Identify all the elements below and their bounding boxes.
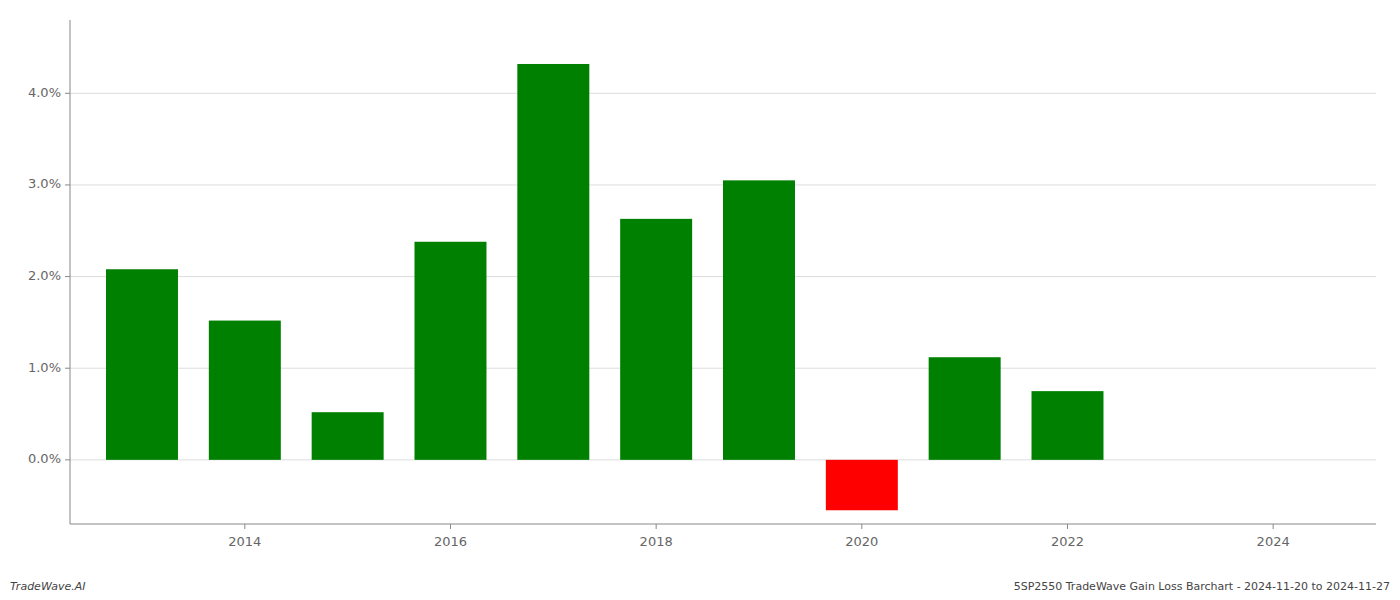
bar: [414, 242, 486, 460]
grid: [70, 93, 1376, 460]
bar: [106, 269, 178, 460]
x-tick: [450, 524, 451, 529]
bar: [312, 412, 384, 460]
x-tick-label: 2022: [1051, 534, 1084, 549]
x-tick: [244, 524, 245, 529]
bar: [209, 321, 281, 460]
y-tick-label: 1.0%: [28, 360, 61, 375]
y-tick-label: 0.0%: [28, 451, 61, 466]
chart: 0.0% 1.0% 2.0% 3.0% 4.0% 2014 2016 2018 2020 2022…: [0, 0, 1400, 600]
bar: [620, 219, 692, 460]
bar: [1032, 391, 1104, 460]
bar: [1134, 459, 1206, 460]
x-tick: [1273, 524, 1274, 529]
bar: [723, 180, 795, 459]
footer-right: 5SP2550 TradeWave Gain Loss Barchart - 2…: [1014, 580, 1390, 593]
footer-left: TradeWave.AI: [10, 580, 85, 593]
grid-line: [70, 93, 1376, 94]
y-tick: [65, 368, 70, 369]
x-tick-label: 2024: [1257, 534, 1290, 549]
y-tick: [65, 276, 70, 277]
x-axis-line: [70, 524, 1376, 525]
bar: [517, 64, 589, 460]
x-tick-label: 2020: [845, 534, 878, 549]
y-tick: [65, 459, 70, 460]
x-tick: [861, 524, 862, 529]
y-tick: [65, 93, 70, 94]
y-tick-label: 2.0%: [28, 268, 61, 283]
y-axis-line: [70, 20, 71, 524]
x-tick: [1067, 524, 1068, 529]
bars: [106, 64, 1103, 510]
y-tick-label: 4.0%: [28, 85, 61, 100]
y-tick-label: 3.0%: [28, 176, 61, 191]
x-tick-label: 2014: [228, 534, 261, 549]
bar: [929, 357, 1001, 460]
x-tick: [656, 524, 657, 529]
x-tick-label: 2016: [434, 534, 467, 549]
bar: [826, 460, 898, 510]
axes: 0.0% 1.0% 2.0% 3.0% 4.0% 2014 2016 2018 2020 2022…: [28, 20, 1376, 549]
y-tick: [65, 184, 70, 185]
x-tick-label: 2018: [640, 534, 673, 549]
